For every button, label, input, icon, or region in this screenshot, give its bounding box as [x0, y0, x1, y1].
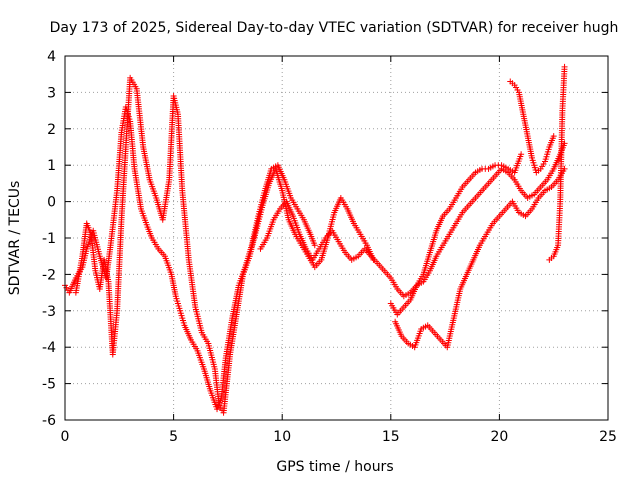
x-tick-label: 0	[61, 429, 70, 445]
y-tick-label: 3	[47, 85, 56, 101]
y-tick-label: -6	[42, 413, 56, 429]
x-tick-label: 5	[169, 429, 178, 445]
y-tick-label: 0	[47, 195, 56, 211]
x-tick-label: 20	[490, 429, 508, 445]
y-tick-label: -4	[42, 340, 56, 356]
chart-title: Day 173 of 2025, Sidereal Day-to-day VTE…	[50, 20, 619, 36]
x-tick-label: 25	[599, 429, 617, 445]
x-axis-label: GPS time / hours	[276, 459, 393, 475]
series-trace-7	[546, 63, 568, 263]
data-layer	[62, 63, 568, 416]
series-trace-3	[257, 140, 568, 300]
y-axis-label: SDTVAR / TECUs	[7, 181, 23, 296]
data-point	[550, 133, 557, 140]
series-trace-2	[72, 74, 377, 416]
y-tick-label: -3	[42, 304, 56, 320]
axis-layer: 0 5 10 15 20 25 -6 -5 -4 -3 -2 -1 0 1 2 3 4	[42, 49, 617, 445]
series-trace-6	[507, 78, 557, 176]
y-tick-label: 2	[47, 122, 56, 138]
y-tick-label: -2	[42, 267, 56, 283]
series-trace-5	[392, 165, 568, 351]
series-trace-4	[387, 151, 525, 318]
y-tick-label: 1	[47, 158, 56, 174]
y-tick-label: 4	[47, 49, 56, 65]
data-point	[561, 165, 568, 172]
x-tick-label: 15	[382, 429, 400, 445]
y-tick-label: -5	[42, 377, 56, 393]
y-tick-label: -1	[42, 231, 56, 247]
data-point	[561, 63, 568, 70]
data-point	[518, 151, 525, 158]
x-tick-label: 10	[273, 429, 291, 445]
data-point	[311, 242, 318, 249]
